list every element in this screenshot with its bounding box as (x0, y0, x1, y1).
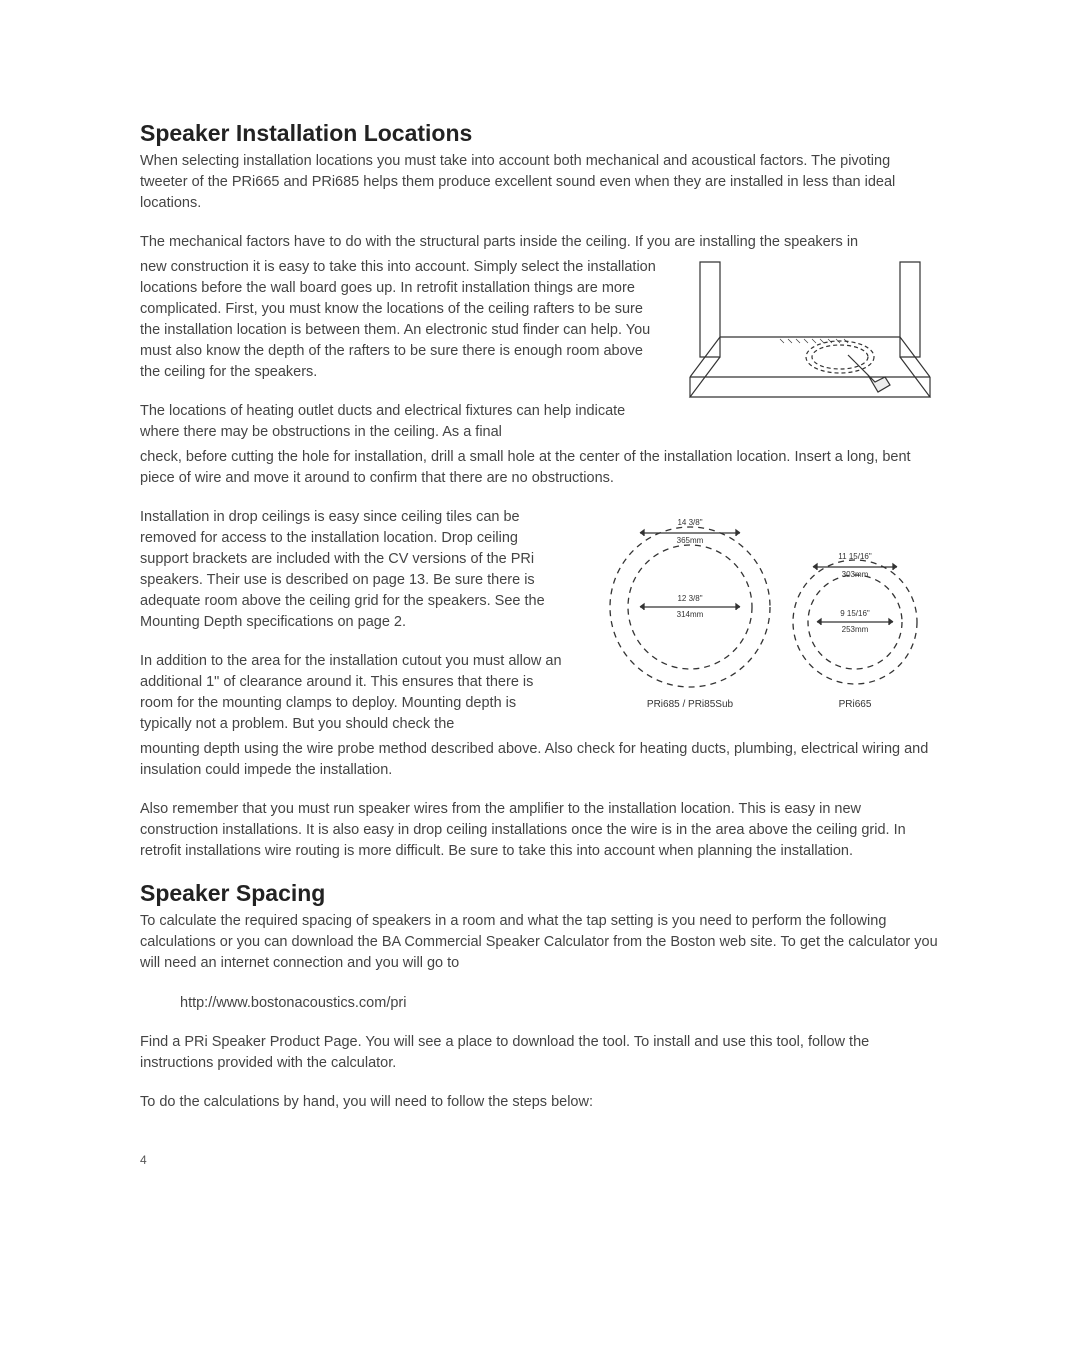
install-p1: When selecting installation locations yo… (140, 151, 940, 214)
install-p4: Installation in drop ceilings is easy si… (140, 507, 570, 633)
small-outer-dim-mm: 303mm (842, 570, 869, 579)
spacing-p1: To calculate the required spacing of spe… (140, 911, 940, 974)
small-inner-dim-in: 9 15/16" (840, 609, 870, 618)
page-number: 4 (140, 1153, 940, 1167)
spacing-url: http://www.bostonacoustics.com/pri (180, 993, 940, 1014)
install-p5-wrap: In addition to the area for the installa… (140, 651, 570, 735)
spacing-p3: To do the calculations by hand, you will… (140, 1092, 940, 1113)
install-p5-cont: mounting depth using the wire probe meth… (140, 739, 940, 781)
install-p3-cont: check, before cutting the hole for insta… (140, 447, 940, 489)
section-heading-install: Speaker Installation Locations (140, 120, 940, 147)
small-model-label: PRi665 (839, 699, 872, 710)
cutout-dimensions-diagram: 14 3/8" 365mm 12 3/8" 314mm PRi685 / PRi… (590, 507, 940, 717)
large-inner-dim-mm: 314mm (677, 610, 704, 619)
large-outer-dim-mm: 365mm (677, 536, 704, 545)
install-p2-wrap: new construction it is easy to take this… (140, 257, 660, 383)
install-p6: Also remember that you must run speaker … (140, 799, 940, 862)
large-inner-dim-in: 12 3/8" (677, 594, 702, 603)
small-inner-dim-mm: 253mm (842, 625, 869, 634)
install-p2-lead: The mechanical factors have to do with t… (140, 232, 940, 253)
spacing-p2: Find a PRi Speaker Product Page. You wil… (140, 1032, 940, 1074)
section-heading-spacing: Speaker Spacing (140, 880, 940, 907)
ceiling-rafter-diagram (680, 257, 940, 422)
install-p3-wrap: The locations of heating outlet ducts an… (140, 401, 660, 443)
large-outer-dim-in: 14 3/8" (677, 518, 702, 527)
large-model-label: PRi685 / PRi85Sub (647, 699, 734, 710)
small-outer-dim-in: 11 15/16" (838, 552, 872, 561)
